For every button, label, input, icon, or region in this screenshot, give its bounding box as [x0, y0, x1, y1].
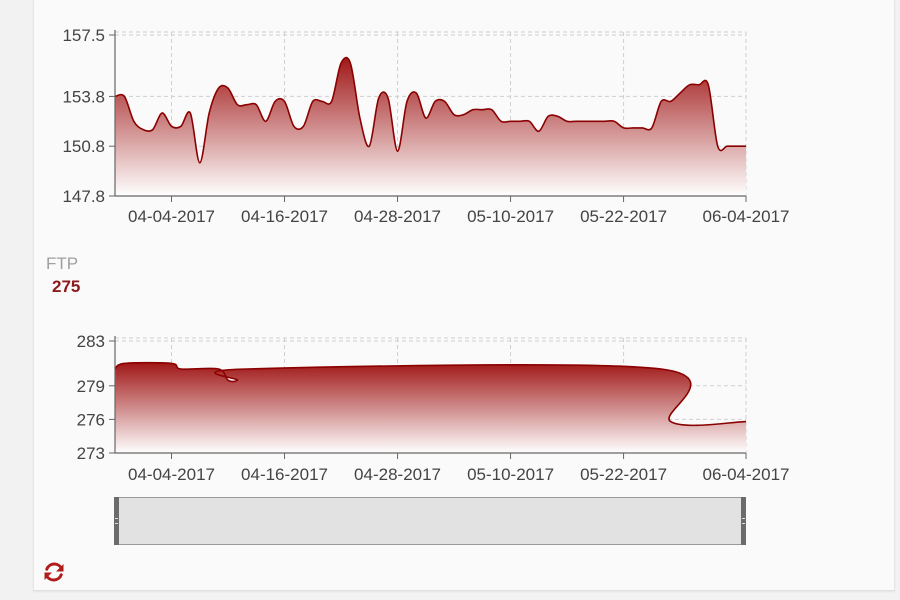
x-tick-label: 04-04-2017	[128, 465, 215, 484]
x-tick-label: 06-04-2017	[703, 207, 790, 226]
navigator-left-handle[interactable]	[114, 497, 119, 545]
x-tick-label: 05-10-2017	[467, 465, 554, 484]
y-tick-label: 279	[77, 377, 105, 396]
x-tick-label: 04-04-2017	[128, 207, 215, 226]
x-tick-label: 04-28-2017	[354, 465, 441, 484]
y-tick-label: 273	[77, 444, 105, 463]
y-tick-label: 276	[77, 410, 105, 429]
x-tick-label: 04-28-2017	[354, 207, 441, 226]
x-tick-label: 04-16-2017	[241, 465, 328, 484]
x-tick-label: 05-10-2017	[467, 207, 554, 226]
y-tick-label: 147.8	[62, 187, 105, 206]
y-tick-label: 153.8	[62, 87, 105, 106]
x-tick-label: 04-16-2017	[241, 207, 328, 226]
y-tick-label: 150.8	[62, 137, 105, 156]
refresh-icon[interactable]	[42, 560, 66, 584]
x-tick-label: 05-22-2017	[580, 207, 667, 226]
price-area-chart: 147.8 150.8 153.8 157.5 04-04-2017 04-16-2017…	[62, 26, 789, 226]
series-area	[115, 57, 746, 196]
y-tick-label: 157.5	[62, 26, 105, 45]
grid-lines: 147.8 150.8 153.8 157.5 04-04-2017 04-16-2017…	[62, 26, 789, 226]
ftp-area-chart: 273 276 279 283 04-04-2017 04-16-2017 04-28-20…	[77, 332, 790, 484]
series-line	[114, 361, 747, 427]
y-tick-label: 283	[77, 332, 105, 351]
series-line	[114, 56, 746, 164]
x-tick-label: 06-04-2017	[703, 465, 790, 484]
range-navigator[interactable]	[114, 497, 746, 545]
x-tick-label: 05-22-2017	[580, 465, 667, 484]
navigator-right-handle[interactable]	[741, 497, 746, 545]
ftp-label: FTP	[46, 254, 79, 273]
series-area	[115, 362, 746, 453]
ftp-value: 275	[52, 277, 81, 296]
chart-panel	[33, 0, 895, 591]
